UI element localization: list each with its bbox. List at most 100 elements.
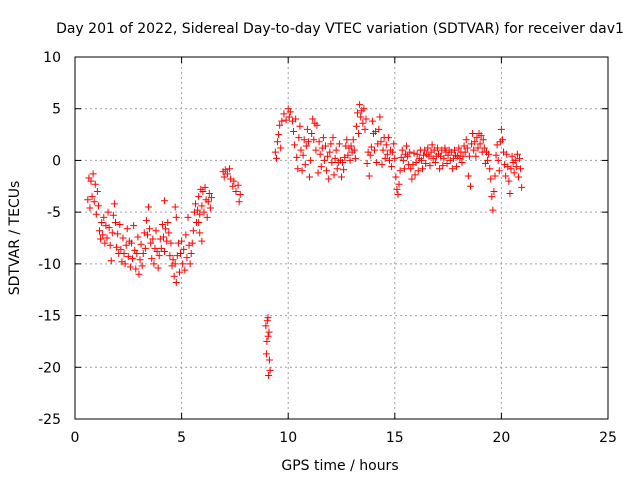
data-point: [129, 255, 137, 263]
data-point: [278, 117, 286, 125]
data-point: [363, 160, 371, 168]
data-point: [265, 328, 273, 336]
data-point: [376, 113, 384, 121]
data-point: [158, 221, 166, 229]
data-point: [178, 237, 186, 245]
data-point: [276, 121, 284, 129]
data-point: [291, 141, 299, 149]
data-point: [404, 152, 412, 160]
data-point: [280, 110, 288, 118]
data-point: [396, 167, 404, 175]
data-point: [271, 148, 279, 156]
data-point: [301, 161, 309, 169]
data-point: [300, 136, 308, 144]
data-point: [145, 203, 153, 211]
data-point: [152, 227, 160, 235]
data-point: [339, 158, 347, 166]
data-point: [371, 146, 379, 154]
data-point: [177, 250, 185, 258]
data-point: [265, 372, 273, 380]
data-point: [407, 165, 415, 173]
data-point: [172, 213, 180, 221]
data-point: [461, 148, 469, 156]
data-point: [377, 138, 385, 146]
data-point: [200, 208, 208, 216]
data-point: [411, 171, 419, 179]
data-point: [285, 113, 293, 121]
data-point: [368, 117, 376, 125]
data-point: [295, 134, 303, 142]
data-point: [290, 127, 298, 135]
data-point: [325, 175, 333, 183]
data-point: [328, 158, 336, 166]
data-point: [139, 250, 147, 258]
data-point: [100, 213, 108, 221]
data-point: [103, 234, 111, 242]
y-axis-label: SDTVAR / TECUs: [7, 181, 23, 296]
x-tick-label: 20: [492, 430, 510, 446]
data-point: [323, 167, 331, 175]
data-point: [127, 239, 135, 247]
data-point: [309, 115, 317, 123]
data-point: [183, 254, 191, 262]
data-point: [92, 210, 100, 218]
data-point: [296, 122, 304, 130]
data-point: [327, 140, 335, 148]
data-point: [133, 250, 141, 258]
data-point: [120, 250, 128, 258]
data-point: [313, 121, 321, 129]
data-point: [330, 171, 338, 179]
data-point: [484, 156, 492, 164]
data-point: [360, 105, 368, 113]
data-point: [393, 185, 401, 193]
data-point: [485, 150, 493, 158]
data-point: [86, 204, 94, 212]
data-point: [516, 154, 524, 162]
data-point: [171, 203, 179, 211]
data-point: [121, 260, 129, 268]
data-point: [107, 257, 115, 265]
data-point: [392, 173, 400, 181]
data-point: [142, 216, 150, 224]
data-point: [517, 165, 525, 173]
data-point: [172, 278, 180, 286]
data-point: [223, 170, 231, 178]
data-point: [458, 158, 466, 166]
data-point: [518, 183, 526, 191]
data-point: [385, 156, 393, 164]
data-point: [226, 165, 234, 173]
data-point: [357, 113, 365, 121]
data-point: [335, 140, 343, 148]
data-point: [282, 116, 290, 124]
data-point: [408, 175, 416, 183]
data-point: [431, 158, 439, 166]
data-point: [188, 239, 196, 247]
y-tick-label: -10: [38, 257, 61, 273]
data-point: [105, 224, 113, 232]
data-point: [136, 256, 144, 264]
data-point: [375, 125, 383, 133]
data-point: [312, 146, 320, 154]
data-point: [344, 151, 352, 159]
data-point: [119, 234, 127, 242]
data-point: [465, 152, 473, 160]
data-point: [472, 152, 480, 160]
data-point: [340, 166, 348, 174]
data-point: [89, 170, 97, 178]
chart-title: Day 201 of 2022, Sidereal Day-to-day VTE…: [56, 21, 624, 37]
data-point: [426, 162, 434, 170]
data-point: [497, 125, 505, 133]
data-point: [443, 160, 451, 168]
data-point: [512, 163, 520, 171]
data-point: [486, 165, 494, 173]
data-point: [329, 134, 337, 142]
data-point: [440, 154, 448, 162]
data-point: [400, 165, 408, 173]
data-point: [153, 247, 161, 255]
data-point: [167, 239, 175, 247]
data-point: [179, 260, 187, 268]
data-point: [462, 136, 470, 144]
axis-tick-labels: 0 5 10 15 20 25 -25 -20 -15 -10 -5 0 5 10: [38, 50, 617, 446]
data-point: [196, 210, 204, 218]
